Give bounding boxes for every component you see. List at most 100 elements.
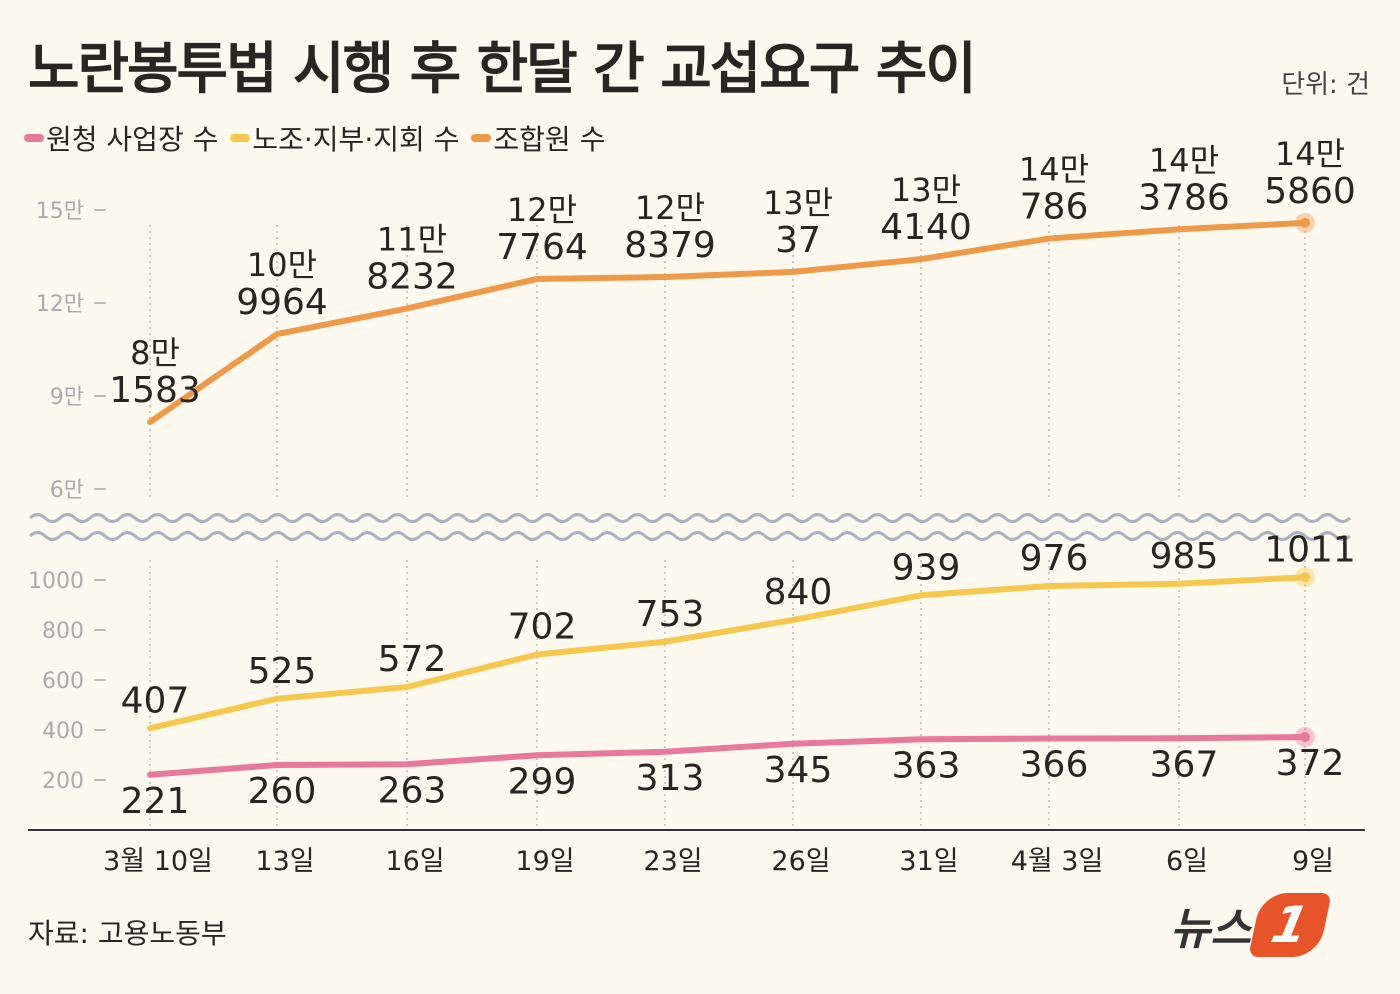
data-label: 363 bbox=[892, 745, 961, 786]
data-label: 525 bbox=[248, 651, 317, 692]
logo-text: 뉴스 bbox=[1170, 904, 1251, 955]
series-line bbox=[147, 219, 1308, 426]
legend-label: 조합원 수 bbox=[493, 123, 606, 156]
data-label: 14만 786 bbox=[1019, 151, 1089, 228]
data-label: 12만 8379 bbox=[624, 189, 716, 266]
data-label-line: 14만 bbox=[1149, 141, 1219, 179]
data-label-line: 12만 bbox=[507, 191, 577, 229]
data-label: 12만 7764 bbox=[496, 191, 588, 268]
data-label-line: 260 bbox=[248, 771, 317, 812]
unit-label: 단위: 건 bbox=[1281, 70, 1370, 100]
data-label-line: 345 bbox=[764, 750, 833, 791]
logo-mark: 1 bbox=[1248, 893, 1332, 957]
data-label: 13만 37 bbox=[763, 184, 833, 261]
legend-label: 노조·지부·지회 수 bbox=[252, 123, 460, 156]
data-label: 263 bbox=[378, 770, 447, 811]
y-tick-label: 400 bbox=[42, 719, 84, 744]
legend-item-yellow: 노조·지부·지회 수 bbox=[230, 118, 459, 158]
data-label-line: 525 bbox=[248, 651, 317, 692]
data-label: 985 bbox=[1150, 536, 1219, 577]
data-label: 367 bbox=[1150, 744, 1219, 785]
x-tick-label: 23일 bbox=[643, 846, 702, 877]
data-label-line: 10만 bbox=[247, 246, 317, 284]
y-tick-label: 1000 bbox=[28, 569, 84, 594]
series-line bbox=[147, 734, 1308, 778]
data-label-line: 13만 bbox=[763, 184, 833, 222]
data-label-line: 366 bbox=[1020, 745, 1089, 786]
data-label: 313 bbox=[636, 758, 705, 799]
data-label: 372 bbox=[1276, 743, 1345, 784]
data-label-line: 985 bbox=[1150, 536, 1219, 577]
x-tick-label: 3월 10일 bbox=[103, 846, 213, 877]
x-tick-label: 4월 3일 bbox=[1011, 846, 1104, 877]
y-tick-label: 15만 bbox=[36, 199, 84, 224]
data-label-line: 14만 bbox=[1019, 151, 1089, 189]
data-label: 572 bbox=[378, 639, 447, 680]
data-label-line: 976 bbox=[1020, 538, 1089, 579]
y-tick-label: 12만 bbox=[36, 292, 84, 317]
data-label-line: 299 bbox=[508, 761, 577, 802]
x-tick-label: 16일 bbox=[385, 846, 444, 877]
x-tick-label: 13일 bbox=[255, 846, 314, 877]
data-label: 407 bbox=[121, 680, 190, 721]
y-tick-label: 9만 bbox=[50, 385, 84, 410]
data-point bbox=[1300, 572, 1310, 583]
chart-title: 노란봉투법 시행 후 한달 간 교섭요구 추이 bbox=[28, 37, 977, 102]
y-tick-label: 6만 bbox=[50, 478, 84, 503]
data-point bbox=[1300, 732, 1310, 742]
x-tick-label: 9일 bbox=[1292, 846, 1334, 877]
data-label-line: 939 bbox=[892, 547, 961, 588]
data-label-line: 8379 bbox=[624, 225, 716, 266]
data-label-line: 8만 bbox=[130, 334, 180, 372]
data-label-line: 7764 bbox=[496, 227, 588, 268]
data-label: 939 bbox=[892, 547, 961, 588]
legend-swatch bbox=[230, 134, 251, 142]
data-label: 753 bbox=[636, 594, 705, 635]
data-label: 260 bbox=[248, 771, 317, 812]
data-label-line: 1583 bbox=[109, 370, 201, 411]
news1-logo: 뉴스 1 bbox=[1170, 893, 1332, 957]
data-label-line: 407 bbox=[121, 680, 190, 721]
data-label-line: 572 bbox=[378, 639, 447, 680]
x-tick-label: 6일 bbox=[1166, 846, 1208, 877]
data-label: 702 bbox=[508, 607, 577, 648]
data-label-line: 786 bbox=[1020, 187, 1089, 228]
data-label: 299 bbox=[508, 761, 577, 802]
data-label-line: 37 bbox=[775, 220, 821, 261]
data-label-line: 14만 bbox=[1275, 135, 1345, 173]
data-label: 14만 3786 bbox=[1138, 141, 1230, 218]
data-label: 976 bbox=[1020, 538, 1089, 579]
data-label-line: 753 bbox=[636, 594, 705, 635]
axis-break-wave bbox=[28, 531, 1352, 541]
legend-item-pink: 원청 사업장 수 bbox=[24, 118, 218, 158]
data-label: 11만 8232 bbox=[366, 220, 458, 297]
data-label-line: 313 bbox=[636, 758, 705, 799]
data-label: 10만 9964 bbox=[236, 246, 328, 323]
data-label: 366 bbox=[1020, 745, 1089, 786]
data-point bbox=[1300, 217, 1310, 228]
legend-swatch bbox=[471, 134, 492, 142]
data-label-line: 263 bbox=[378, 770, 447, 811]
y-tick-label: 600 bbox=[42, 669, 84, 694]
axis-break-wave bbox=[28, 513, 1352, 523]
y-tick-label: 800 bbox=[42, 619, 84, 644]
data-label-line: 11만 bbox=[377, 220, 447, 258]
legend-label: 원청 사업장 수 bbox=[46, 123, 219, 156]
data-label-line: 9964 bbox=[236, 282, 328, 323]
data-label: 840 bbox=[764, 572, 833, 613]
source-note: 자료: 고용노동부 bbox=[28, 917, 227, 950]
x-tick-label: 19일 bbox=[515, 846, 574, 877]
data-label-line: 702 bbox=[508, 607, 577, 648]
data-label-line: 5860 bbox=[1264, 171, 1356, 212]
data-label-line: 367 bbox=[1150, 744, 1219, 785]
data-label: 1011 bbox=[1264, 529, 1356, 570]
data-label: 8만 1583 bbox=[109, 334, 201, 411]
legend-item-orange: 조합원 수 bbox=[471, 118, 605, 158]
data-label-line: 12만 bbox=[635, 189, 705, 227]
legend-swatch bbox=[24, 134, 44, 142]
data-label-line: 840 bbox=[764, 572, 833, 613]
data-label-line: 221 bbox=[121, 781, 190, 822]
data-label-line: 3786 bbox=[1138, 177, 1230, 218]
x-tick-label: 26일 bbox=[771, 846, 830, 877]
